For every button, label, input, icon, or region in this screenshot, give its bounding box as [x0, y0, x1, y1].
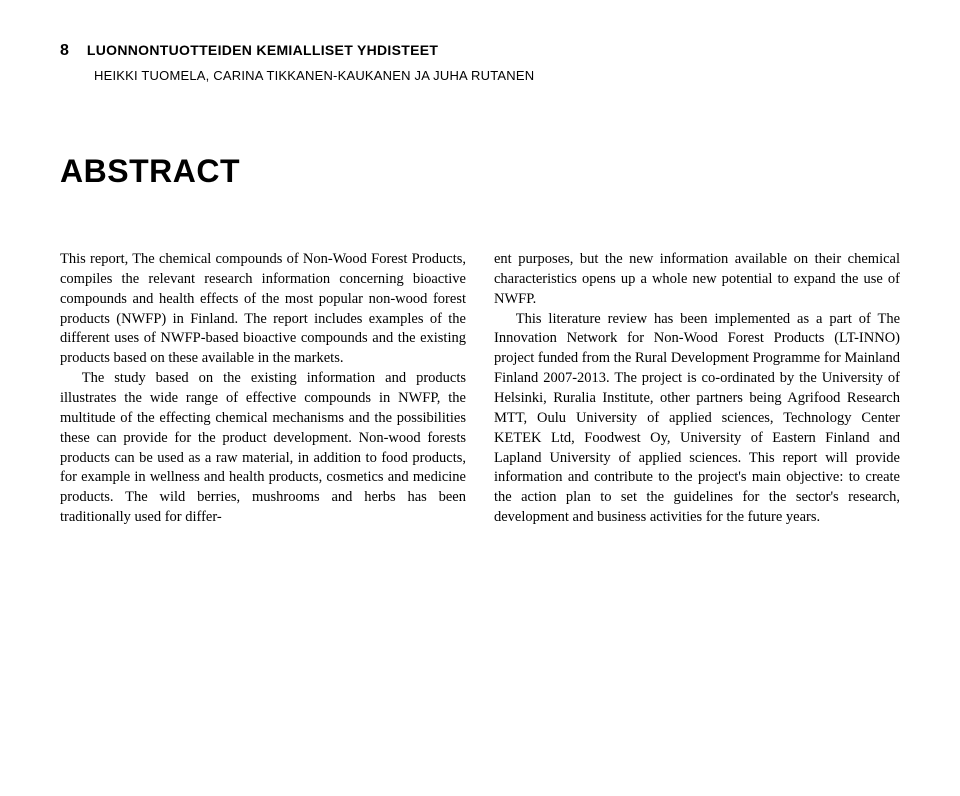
page-number: 8 — [60, 42, 69, 60]
authors-line: HEIKKI TUOMELA, CARINA TIKKANEN-KAUKANEN… — [94, 68, 900, 83]
abstract-heading: ABSTRACT — [60, 153, 900, 190]
document-header: 8 LUONNONTUOTTEIDEN KEMIALLISET YHDISTEE… — [60, 42, 900, 60]
left-column: This report, The chemical compounds of N… — [60, 250, 466, 528]
right-paragraph-2: This literature review has been implemen… — [494, 310, 900, 528]
right-paragraph-1: ent purposes, but the new information av… — [494, 250, 900, 310]
left-paragraph-1: This report, The chemical compounds of N… — [60, 250, 466, 369]
text-columns: This report, The chemical compounds of N… — [60, 250, 900, 528]
left-paragraph-2: The study based on the existing informat… — [60, 369, 466, 528]
right-column: ent purposes, but the new information av… — [494, 250, 900, 528]
document-title: LUONNONTUOTTEIDEN KEMIALLISET YHDISTEET — [87, 42, 438, 58]
